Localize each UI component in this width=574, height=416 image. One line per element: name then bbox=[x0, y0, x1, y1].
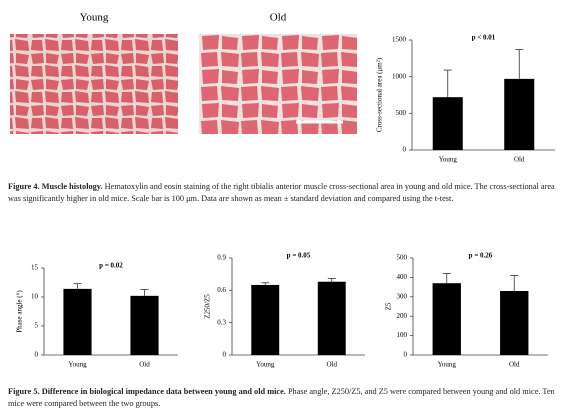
page: Young Old 050010001500YoungOldp < 0.01Cr… bbox=[0, 0, 574, 416]
y-tick-label: 400 bbox=[397, 273, 408, 281]
y-tick-label: 0.3 bbox=[217, 318, 226, 326]
bar bbox=[500, 291, 528, 355]
y-tick-label: 5 bbox=[35, 322, 39, 330]
caption-label: Figure 5. Difference in biological imped… bbox=[8, 387, 286, 396]
y-tick-label: 1000 bbox=[392, 72, 407, 80]
y-axis-label: Z5 bbox=[385, 302, 393, 310]
y-tick-label: 300 bbox=[397, 292, 408, 300]
y-tick-label: 0 bbox=[35, 351, 39, 359]
y-axis-label: Phase angle (°) bbox=[16, 290, 24, 333]
caption-label: Figure 4. Muscle histology. bbox=[8, 182, 103, 191]
annotation: p = 0.02 bbox=[99, 262, 123, 270]
y-tick-label: 0 bbox=[223, 351, 227, 359]
bar bbox=[433, 97, 463, 150]
bar bbox=[433, 283, 461, 355]
x-tick-label: Old bbox=[327, 361, 338, 369]
x-tick-label: Old bbox=[509, 361, 520, 369]
bar bbox=[130, 296, 158, 355]
x-tick-label: Young bbox=[68, 361, 87, 369]
y-tick-label: 500 bbox=[396, 109, 407, 117]
y-tick-label: 15 bbox=[31, 264, 39, 272]
y-tick-label: 100 bbox=[397, 331, 408, 339]
x-tick-label: Old bbox=[139, 361, 150, 369]
y-axis-label: Z250/Z5 bbox=[204, 294, 212, 319]
bar bbox=[318, 282, 346, 355]
y-axis-label: Cross-sectional area (μm²) bbox=[376, 57, 384, 132]
bar bbox=[504, 79, 534, 150]
y-tick-label: 0.6 bbox=[217, 286, 226, 294]
annotation: p = 0.05 bbox=[287, 252, 311, 260]
y-tick-label: 1500 bbox=[392, 36, 407, 44]
x-tick-label: Young bbox=[256, 361, 275, 369]
annotation: p < 0.01 bbox=[472, 34, 496, 42]
annotation: p = 0.26 bbox=[469, 252, 493, 260]
y-tick-label: 0 bbox=[404, 351, 408, 359]
bar bbox=[251, 285, 279, 355]
y-tick-label: 0.9 bbox=[217, 254, 226, 262]
histology-young bbox=[10, 34, 178, 134]
bar bbox=[63, 289, 91, 355]
y-tick-label: 500 bbox=[397, 254, 408, 262]
figure: Young Old 050010001500YoungOldp < 0.01Cr… bbox=[0, 0, 574, 416]
y-tick-label: 10 bbox=[31, 293, 39, 301]
y-tick-label: 0 bbox=[403, 146, 407, 154]
x-tick-label: Young bbox=[438, 361, 457, 369]
x-tick-label: Old bbox=[514, 156, 525, 164]
figure5-caption: Figure 5. Difference in biological imped… bbox=[8, 386, 568, 410]
image-label: Old bbox=[270, 12, 287, 24]
figure4-caption: Figure 4. Muscle histology. Hematoxylin … bbox=[8, 181, 568, 205]
y-tick-label: 200 bbox=[397, 312, 408, 320]
x-tick-label: Young bbox=[439, 156, 458, 164]
histology-old bbox=[199, 34, 357, 134]
image-label: Young bbox=[80, 12, 109, 24]
